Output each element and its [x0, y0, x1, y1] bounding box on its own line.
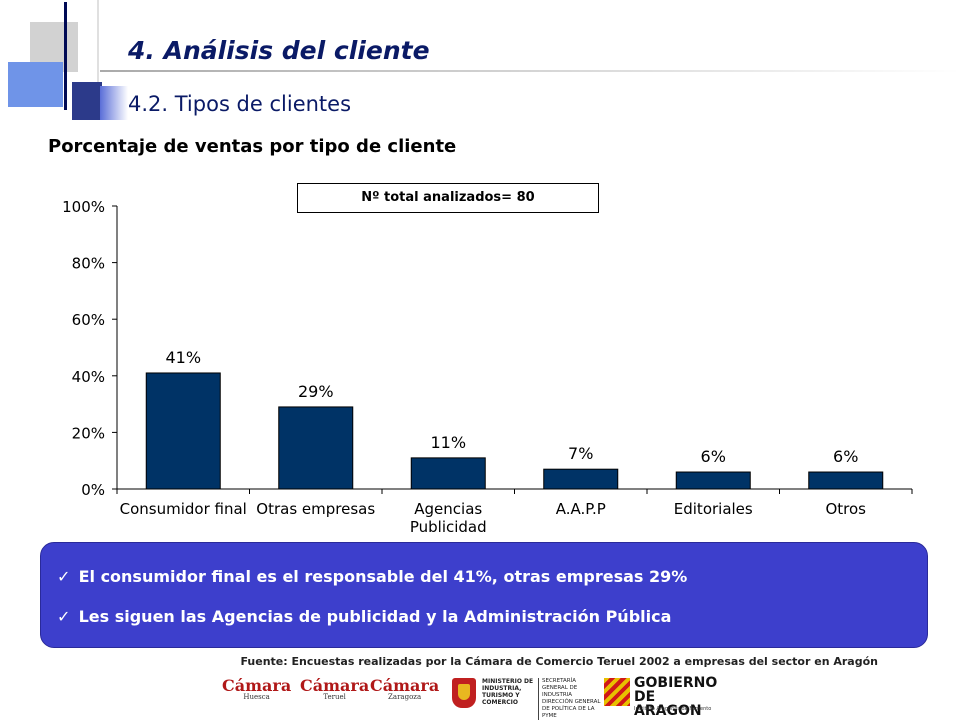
- camara-logo-name: Cámara: [222, 676, 292, 695]
- y-tick-label: 60%: [72, 311, 105, 329]
- y-tick-label: 40%: [72, 368, 105, 386]
- x-category-label: Consumidor final: [120, 500, 247, 518]
- gobierno-aragon-logo: GOBIERNO DE ARAGON Instituto Aragonés de…: [604, 676, 724, 718]
- coat-of-arms-icon: [452, 678, 476, 708]
- bar-data-label: 41%: [165, 348, 201, 367]
- bar: [410, 457, 486, 490]
- total-analyzed-box: Nº total analizados= 80: [297, 183, 599, 213]
- aragon-flag-icon: [604, 678, 630, 706]
- bar: [543, 468, 619, 490]
- y-tick-label: 80%: [72, 255, 105, 273]
- summary-text: El consumidor final es el responsable de…: [78, 567, 688, 586]
- bar-data-label: 7%: [568, 444, 593, 463]
- page-title: 4. Análisis del cliente: [128, 36, 430, 65]
- bar: [278, 406, 354, 490]
- header-decoration: [100, 86, 128, 120]
- x-category-label: Agencias: [414, 500, 482, 518]
- summary-item: ✓ Les siguen las Agencias de publicidad …: [57, 607, 671, 626]
- ministerio-department: SECRETARÍA GENERAL DE INDUSTRIA DIRECCIÓ…: [538, 678, 602, 720]
- y-tick-label: 20%: [72, 424, 105, 442]
- bar-data-label: 11%: [430, 433, 466, 452]
- ministerio-name: MINISTERIO DE INDUSTRIA, TURISMO Y COMER…: [482, 678, 534, 706]
- y-tick-label: 0%: [81, 481, 105, 499]
- check-icon: ✓: [57, 567, 71, 586]
- camara-teruel-logo: Cámara Teruel: [300, 676, 369, 712]
- x-category-label: Otros: [825, 500, 866, 518]
- header-decoration: [8, 62, 63, 107]
- header-decoration: [72, 82, 102, 120]
- summary-box: ✓ El consumidor final es el responsable …: [40, 542, 928, 648]
- bar-data-label: 29%: [298, 382, 334, 401]
- header-decoration: [64, 2, 67, 110]
- camara-zaragoza-logo: Cámara Zaragoza: [370, 676, 439, 712]
- aragon-line-2: DE ARAGON: [634, 689, 702, 719]
- x-category-label: Otras empresas: [256, 500, 375, 518]
- x-category-label: Publicidad: [410, 518, 487, 536]
- check-icon: ✓: [57, 607, 71, 626]
- camara-logo-name: Cámara: [370, 676, 440, 695]
- summary-item: ✓ El consumidor final es el responsable …: [57, 567, 687, 586]
- header-underline: [100, 70, 960, 72]
- bar: [675, 471, 751, 490]
- camara-logo-city: Huesca: [243, 693, 270, 701]
- camara-logo-city: Teruel: [323, 693, 346, 701]
- camara-logo-name: Cámara: [300, 676, 370, 695]
- chart-heading: Porcentaje de ventas por tipo de cliente: [48, 136, 457, 157]
- source-note: Fuente: Encuestas realizadas por la Cáma…: [240, 655, 878, 668]
- summary-text: Les siguen las Agencias de publicidad y …: [78, 607, 672, 626]
- camara-huesca-logo: Cámara Huesca: [222, 676, 291, 712]
- x-category-label: A.A.P.P: [556, 500, 606, 518]
- bar-data-label: 6%: [833, 447, 858, 466]
- aragon-logo-text: GOBIERNO DE ARAGON: [634, 676, 724, 718]
- bar: [808, 471, 884, 490]
- ministerio-logo: MINISTERIO DE INDUSTRIA, TURISMO Y COMER…: [452, 676, 600, 720]
- bar: [145, 372, 221, 490]
- y-tick-label: 100%: [62, 198, 105, 216]
- x-category-label: Editoriales: [674, 500, 753, 518]
- page-subtitle: 4.2. Tipos de clientes: [128, 92, 352, 116]
- header-decoration: [97, 0, 99, 120]
- bar-chart: 0% 20% 40% 60% 80% 100% 41% Consumidor final 29%…: [62, 198, 913, 536]
- bar-data-label: 6%: [701, 447, 726, 466]
- aragon-subtitle: Instituto Aragonés de Fomento: [634, 706, 712, 712]
- camara-logo-city: Zaragoza: [388, 693, 422, 701]
- aragon-line-1: GOBIERNO: [634, 675, 718, 691]
